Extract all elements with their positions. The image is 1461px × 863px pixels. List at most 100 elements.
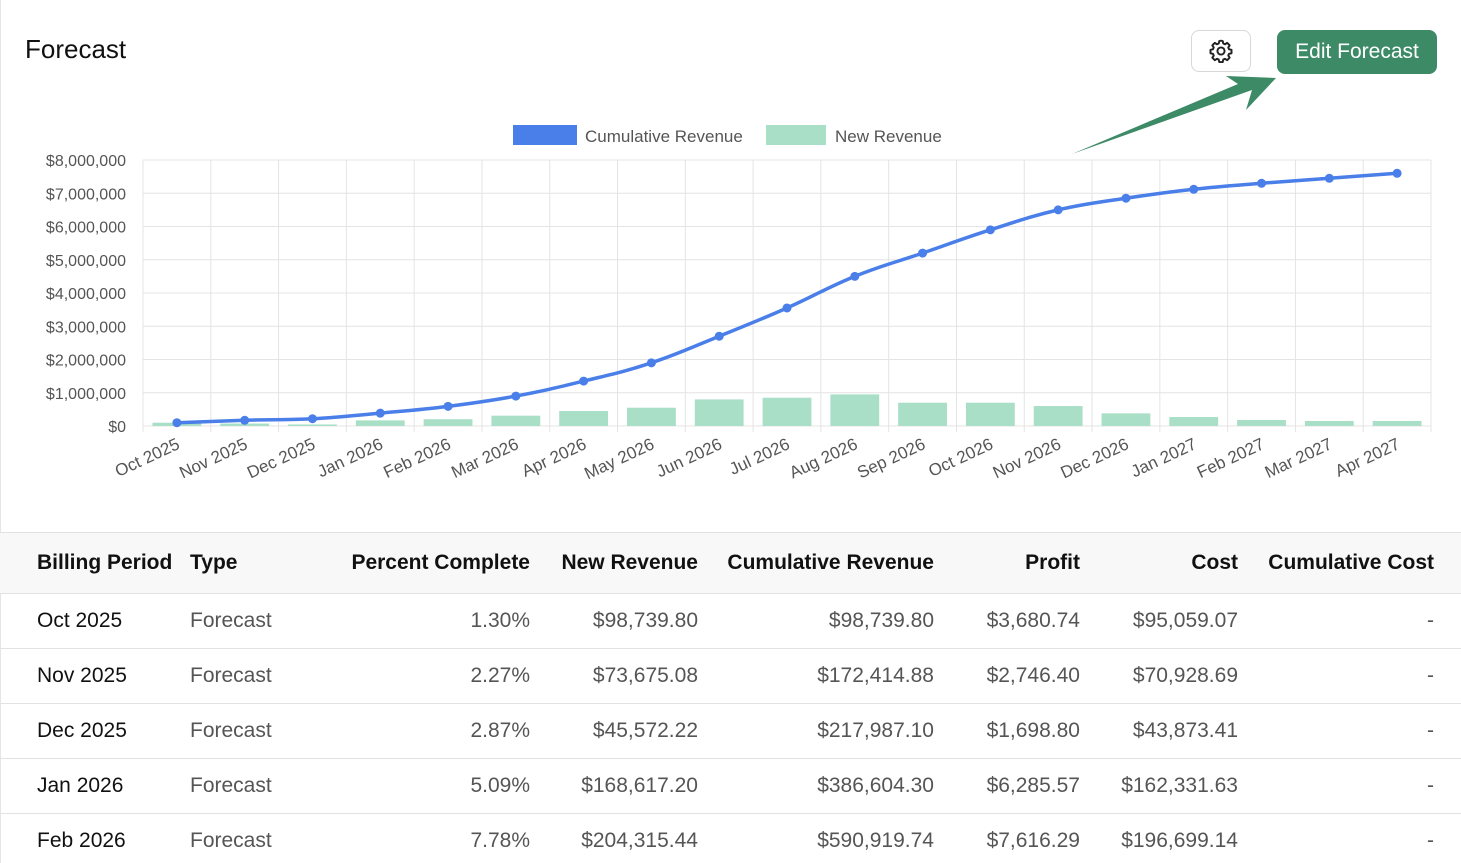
bar-new-revenue bbox=[491, 415, 541, 426]
bar-new-revenue bbox=[627, 407, 676, 426]
point-cumulative-revenue bbox=[579, 376, 589, 386]
cell-cost: $43,873.41 bbox=[1080, 703, 1238, 759]
point-cumulative-revenue bbox=[375, 408, 385, 418]
x-tick-label: Mar 2027 bbox=[1262, 434, 1335, 482]
point-cumulative-revenue bbox=[172, 418, 182, 428]
x-tick-label: Jun 2026 bbox=[653, 434, 724, 481]
cell-truncated bbox=[1434, 648, 1461, 704]
left-border bbox=[0, 0, 1, 863]
table-row[interactable]: Dec 2025 Forecast 2.87% $45,572.22 $217,… bbox=[0, 703, 1461, 759]
cell-cumulative-revenue: $386,604.30 bbox=[698, 758, 934, 814]
line-cumulative-revenue bbox=[176, 171, 1398, 425]
table-row[interactable]: Oct 2025 Forecast 1.30% $98,739.80 $98,7… bbox=[0, 593, 1461, 649]
x-tick-label: Sep 2026 bbox=[854, 434, 928, 482]
bar-new-revenue bbox=[220, 423, 270, 426]
x-tick-label: Feb 2026 bbox=[381, 434, 454, 482]
bar-new-revenue bbox=[830, 394, 880, 426]
col-cost[interactable]: Cost bbox=[1080, 532, 1238, 594]
cell-cumulative-revenue: $590,919.74 bbox=[698, 813, 934, 863]
point-cumulative-revenue bbox=[511, 391, 521, 401]
cell-percent: 7.78% bbox=[314, 813, 530, 863]
x-tick-label: Jul 2026 bbox=[726, 434, 792, 478]
cell-percent: 2.27% bbox=[314, 648, 530, 704]
table-header-row: Billing Period Type Percent Complete New… bbox=[0, 532, 1461, 594]
gear-icon bbox=[1209, 39, 1233, 64]
edit-forecast-button[interactable]: Edit Forecast bbox=[1277, 30, 1437, 74]
cell-new-revenue: $204,315.44 bbox=[530, 813, 698, 863]
point-cumulative-revenue bbox=[985, 225, 995, 235]
cell-type: Forecast bbox=[190, 648, 314, 704]
legend-swatch-cumulative bbox=[513, 125, 577, 145]
cell-cost: $162,331.63 bbox=[1080, 758, 1238, 814]
x-tick-label: Dec 2025 bbox=[244, 434, 318, 482]
y-tick-label: $4,000,000 bbox=[46, 286, 126, 303]
table-row[interactable]: Feb 2026 Forecast 7.78% $204,315.44 $590… bbox=[0, 813, 1461, 863]
point-cumulative-revenue bbox=[1121, 193, 1131, 203]
y-tick-label: $3,000,000 bbox=[46, 319, 126, 336]
x-tick-label: Jan 2027 bbox=[1128, 434, 1199, 481]
cell-profit: $6,285.57 bbox=[934, 758, 1080, 814]
point-cumulative-revenue bbox=[782, 303, 792, 313]
cell-truncated bbox=[1434, 813, 1461, 863]
bar-new-revenue bbox=[965, 402, 1015, 426]
bar-new-revenue bbox=[288, 424, 337, 426]
point-cumulative-revenue bbox=[1257, 178, 1267, 188]
x-tick-label: Oct 2025 bbox=[112, 434, 183, 480]
x-tick-label: Feb 2027 bbox=[1194, 434, 1267, 482]
page-title: Forecast bbox=[25, 34, 127, 64]
point-cumulative-revenue bbox=[1324, 173, 1334, 183]
cell-type: Forecast bbox=[190, 593, 314, 649]
table-row[interactable]: Nov 2025 Forecast 2.27% $73,675.08 $172,… bbox=[0, 648, 1461, 704]
cell-cost: $95,059.07 bbox=[1080, 593, 1238, 649]
cell-period: Nov 2025 bbox=[0, 648, 190, 704]
col-profit[interactable]: Profit bbox=[934, 532, 1080, 594]
bar-new-revenue bbox=[1101, 413, 1151, 426]
cell-cumulative-revenue: $217,987.10 bbox=[698, 703, 934, 759]
chart-canvas: $0 $1,000,000 $2,000,000 $3,000,000 $4,000,0… bbox=[46, 125, 1432, 483]
col-cumulative-cost[interactable]: Cumulative Cost bbox=[1238, 532, 1434, 594]
col-percent-complete[interactable]: Percent Complete bbox=[314, 532, 530, 594]
point-cumulative-revenue bbox=[240, 415, 250, 425]
x-tick-label: Nov 2025 bbox=[176, 434, 250, 482]
y-tick-label: $0 bbox=[108, 419, 126, 436]
cell-type: Forecast bbox=[190, 758, 314, 814]
cell-new-revenue: $73,675.08 bbox=[530, 648, 698, 704]
cell-cumulative-cost: - bbox=[1238, 593, 1434, 649]
cell-percent: 5.09% bbox=[314, 758, 530, 814]
legend-label-new: New Revenue bbox=[835, 127, 942, 146]
x-tick-label: May 2026 bbox=[581, 434, 657, 483]
col-truncated[interactable]: B bbox=[1434, 532, 1461, 594]
x-tick-label: Dec 2026 bbox=[1058, 434, 1132, 482]
col-type[interactable]: Type bbox=[190, 532, 314, 594]
cell-period: Dec 2025 bbox=[0, 703, 190, 759]
cell-new-revenue: $168,617.20 bbox=[530, 758, 698, 814]
bar-new-revenue bbox=[898, 402, 947, 426]
col-new-revenue[interactable]: New Revenue bbox=[530, 532, 698, 594]
point-cumulative-revenue bbox=[1053, 205, 1063, 215]
cell-percent: 2.87% bbox=[314, 703, 530, 759]
cell-profit: $3,680.74 bbox=[934, 593, 1080, 649]
col-cumulative-revenue[interactable]: Cumulative Revenue bbox=[698, 532, 934, 594]
cell-cumulative-cost: - bbox=[1238, 813, 1434, 863]
cell-new-revenue: $45,572.22 bbox=[530, 703, 698, 759]
bar-new-revenue bbox=[423, 419, 473, 426]
point-cumulative-revenue bbox=[307, 414, 317, 424]
forecast-table: Billing Period Type Percent Complete New… bbox=[0, 532, 1461, 863]
point-cumulative-revenue bbox=[1189, 184, 1199, 194]
bar-new-revenue bbox=[559, 411, 609, 426]
point-cumulative-revenue bbox=[850, 271, 860, 281]
y-tick-label: $5,000,000 bbox=[46, 253, 126, 270]
y-tick-label: $2,000,000 bbox=[46, 353, 126, 370]
settings-button[interactable] bbox=[1191, 30, 1251, 72]
x-tick-label: Nov 2026 bbox=[990, 434, 1064, 482]
table-row[interactable]: Jan 2026 Forecast 5.09% $168,617.20 $386… bbox=[0, 758, 1461, 814]
x-tick-label: Aug 2026 bbox=[786, 434, 860, 482]
arrow-annotation bbox=[1072, 76, 1276, 154]
point-cumulative-revenue bbox=[646, 358, 656, 368]
y-tick-label: $6,000,000 bbox=[46, 220, 126, 237]
x-tick-label: Apr 2027 bbox=[1332, 434, 1403, 480]
legend-label-cumulative: Cumulative Revenue bbox=[585, 127, 743, 146]
col-billing-period[interactable]: Billing Period bbox=[0, 532, 190, 594]
cell-type: Forecast bbox=[190, 813, 314, 863]
bar-new-revenue bbox=[1169, 417, 1219, 426]
